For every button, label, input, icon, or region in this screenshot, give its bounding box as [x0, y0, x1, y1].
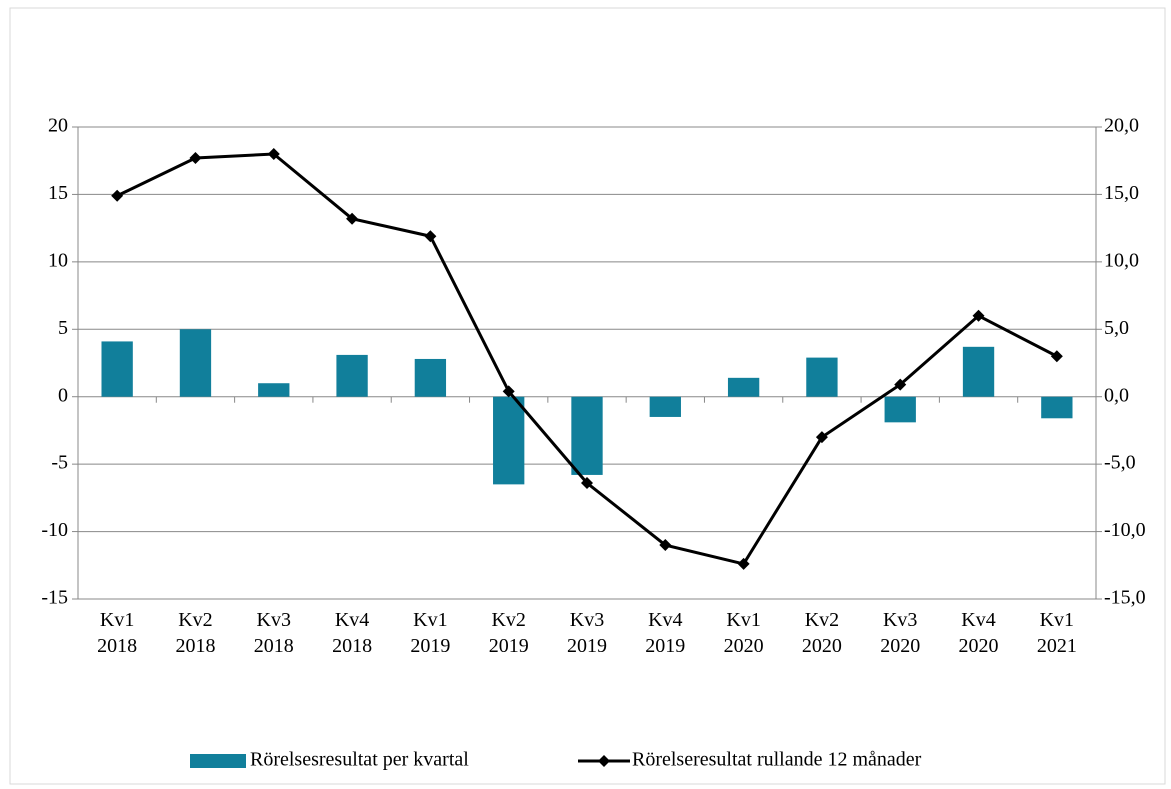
bar: [179, 329, 212, 397]
y2-tick-label: 20,0: [1104, 115, 1139, 137]
y2-tick-label: 5,0: [1104, 317, 1129, 339]
y-tick-label: 5: [58, 317, 68, 339]
y-tick-label: 10: [48, 249, 68, 271]
x-tick-label: Kv1 2020: [723, 609, 764, 657]
marker: [111, 189, 124, 202]
x-tick-label: Kv2 2019: [488, 609, 529, 657]
x-tick-label: Kv1 2018: [97, 609, 138, 657]
y2-tick-label: -5,0: [1104, 452, 1136, 474]
x-tick-label: Kv2 2018: [175, 609, 216, 657]
marker: [189, 152, 202, 165]
x-tick-label: Kv3 2019: [567, 609, 607, 657]
y2-tick-label: 0,0: [1104, 384, 1129, 406]
marker: [815, 431, 828, 444]
marker: [972, 309, 985, 322]
x-tick-label: Kv3 2020: [880, 609, 921, 657]
bar: [571, 396, 603, 475]
marker: [581, 477, 593, 490]
y-tick-label: 20: [48, 115, 68, 137]
bar: [806, 357, 838, 397]
x-tick-label: Kv2 2020: [801, 609, 842, 657]
bar: [414, 358, 447, 397]
bar: [1041, 396, 1073, 419]
y-tick-label: -15: [41, 587, 68, 609]
x-tick-label: Kv1 2019: [410, 609, 451, 657]
bar: [962, 346, 995, 397]
x-tick-label: Kv1 2021: [1036, 609, 1077, 657]
x-tick-label: Kv4 2019: [645, 609, 686, 657]
marker: [1050, 350, 1063, 363]
bar: [649, 396, 681, 417]
marker: [502, 385, 515, 398]
legend-marker: [598, 755, 610, 767]
y2-tick-label: -15,0: [1104, 587, 1146, 609]
bar: [336, 354, 368, 397]
x-tick-label: Kv4 2018: [332, 609, 373, 657]
marker: [894, 378, 907, 391]
marker: [267, 147, 280, 160]
x-tick-label: Kv4 2020: [958, 609, 999, 657]
line: [116, 152, 1058, 566]
legend-label: Rörelseresultat rullande 12 månader: [632, 749, 922, 771]
bar: [493, 396, 525, 485]
bar: [727, 377, 760, 397]
x-tick-label: Kv3 2018: [253, 609, 294, 657]
marker: [424, 230, 437, 243]
legend-label: Rörelsesresultat per kvartal: [250, 749, 469, 771]
marker: [659, 539, 672, 552]
y-tick-label: 15: [48, 182, 68, 204]
marker: [737, 557, 750, 570]
bar: [101, 341, 133, 397]
y2-tick-label: 10,0: [1104, 249, 1139, 271]
bar: [258, 383, 290, 397]
y-tick-label: 0: [58, 384, 68, 406]
chart-border: [9, 7, 1166, 785]
y2-tick-label: -10,0: [1104, 519, 1146, 541]
bar: [884, 396, 916, 423]
y-tick-label: -10: [41, 519, 68, 541]
legend-swatch: [190, 754, 246, 768]
marker: [346, 212, 359, 225]
y-tick-label: -5: [51, 452, 68, 474]
y2-tick-label: 15,0: [1104, 182, 1139, 204]
